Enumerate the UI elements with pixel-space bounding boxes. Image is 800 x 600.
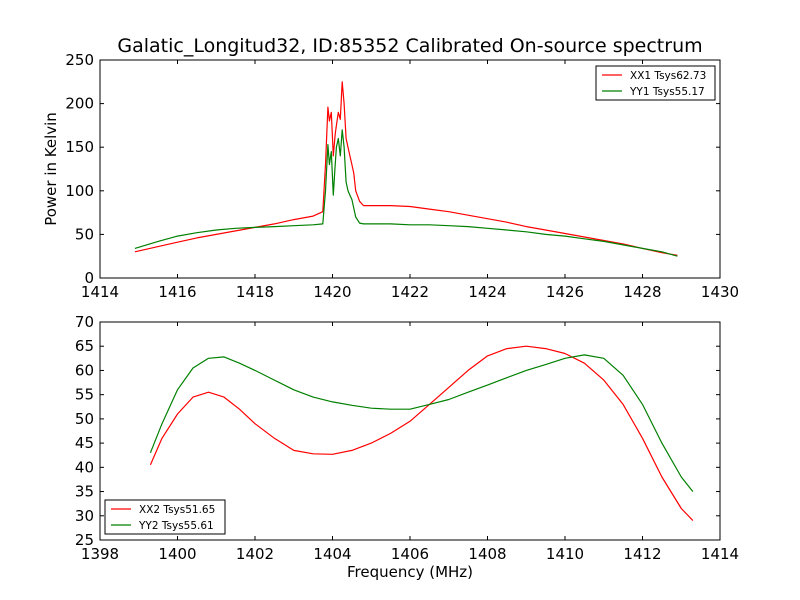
y-tick-label: 200: [65, 95, 94, 113]
y-tick-label: 45: [75, 434, 94, 452]
x-axis-label: Frequency (MHz): [347, 563, 473, 581]
x-tick-label: 1408: [468, 545, 506, 563]
legend: XX2 Tsys51.65 YY2 Tsys55.61: [104, 499, 226, 535]
series-line-red: [149, 345, 694, 522]
legend-box: [595, 65, 716, 101]
x-tick-label: 1428: [623, 283, 661, 301]
y-tick-label: 65: [75, 337, 94, 355]
x-tick-label: 1424: [468, 283, 506, 301]
x-tick-label: 1414: [81, 283, 119, 301]
x-tick-label: 1400: [158, 545, 196, 563]
bottom-panel: 1398 1400 1402 1404 1406 1408 1410 1412 1414 25 30…: [75, 313, 739, 581]
y-tick-label: 55: [75, 386, 94, 404]
legend-label: YY1 Tsys55.17: [629, 86, 705, 98]
top-panel: 1414 1416 1418 1420 1422 1424 1426 1428 1430 0 50 1…: [42, 51, 739, 301]
x-tick-label: 1398: [81, 545, 119, 563]
x-tick-label: 1414: [701, 545, 739, 563]
x-tick-label: 1420: [313, 283, 351, 301]
x-tick-label: 1418: [236, 283, 274, 301]
y-tick-label: 25: [75, 531, 94, 549]
y-tick-label: 70: [75, 313, 94, 331]
y-tick-label: 40: [75, 458, 94, 476]
y-tick-label: 60: [75, 361, 94, 379]
x-tick-label: 1412: [623, 545, 661, 563]
y-tick-label: 0: [84, 269, 94, 287]
legend-label: XX2 Tsys51.65: [139, 504, 215, 516]
legend: XX1 Tsys62.73 YY1 Tsys55.17: [595, 65, 716, 101]
legend-label: XX1 Tsys62.73: [630, 70, 706, 82]
x-tick-label: 1402: [236, 545, 274, 563]
x-tick-label: 1404: [313, 545, 351, 563]
y-tick-label: 30: [75, 507, 94, 525]
x-tick-label: 1406: [391, 545, 429, 563]
y-tick-label: 50: [75, 410, 94, 428]
x-tick-label: 1410: [546, 545, 584, 563]
y-tick-label: 35: [75, 483, 94, 501]
y-axis-label: Power in Kelvin: [42, 112, 60, 226]
x-tick-label: 1422: [391, 283, 429, 301]
legend-box: [104, 499, 226, 535]
y-tick-label: 50: [75, 225, 94, 243]
x-tick-label: 1426: [546, 283, 584, 301]
series-line-green: [149, 354, 694, 492]
series-line-green: [134, 129, 678, 257]
chart-title: Galatic_Longitud32, ID:85352 Calibrated …: [117, 35, 702, 57]
x-tick-label: 1430: [701, 283, 739, 301]
y-tick-label: 250: [65, 51, 94, 69]
y-tick-label: 100: [65, 182, 94, 200]
y-tick-label: 150: [65, 138, 94, 156]
series-line-red: [134, 81, 678, 256]
legend-label: YY2 Tsys55.61: [138, 520, 214, 532]
x-tick-label: 1416: [158, 283, 196, 301]
